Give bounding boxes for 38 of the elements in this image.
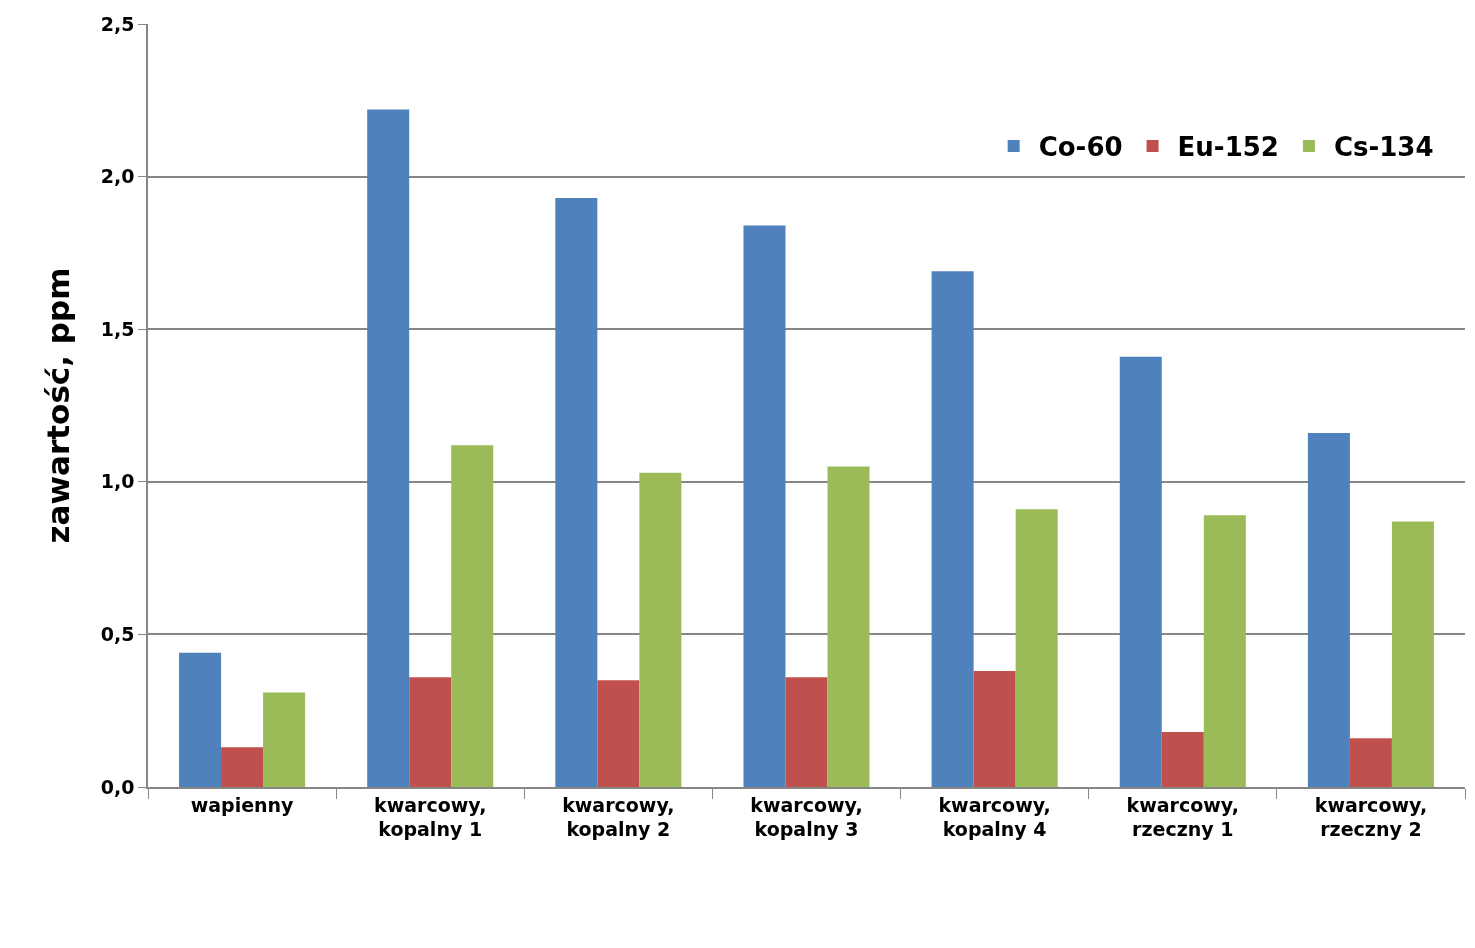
bar bbox=[827, 466, 870, 787]
x-tick-label: kwarcowy, rzeczny 2 bbox=[1314, 793, 1428, 841]
bar bbox=[451, 445, 494, 787]
x-tick-label: wapienny bbox=[190, 793, 295, 816]
bar bbox=[221, 747, 264, 787]
y-tick-label: 2,0 bbox=[100, 165, 135, 188]
bar bbox=[1391, 521, 1434, 787]
x-tick-label: kwarcowy, kopalny 2 bbox=[562, 793, 675, 841]
bar bbox=[1203, 515, 1246, 787]
bar bbox=[1161, 732, 1204, 787]
x-tick-label: kwarcowy, rzeczny 1 bbox=[1126, 793, 1239, 841]
bar bbox=[931, 271, 974, 787]
bar bbox=[743, 225, 786, 787]
x-tick-label: kwarcowy, kopalny 3 bbox=[750, 793, 863, 841]
bar bbox=[973, 671, 1016, 787]
x-tick-label: kwarcowy, kopalny 4 bbox=[938, 793, 1051, 841]
x-tick-label: kwarcowy, kopalny 1 bbox=[374, 793, 487, 841]
bar bbox=[367, 109, 410, 787]
legend-label: Eu-152 bbox=[1177, 132, 1279, 163]
bar bbox=[409, 677, 452, 787]
bar bbox=[179, 652, 222, 787]
bar bbox=[555, 197, 598, 787]
y-tick-label: 2,5 bbox=[100, 12, 135, 35]
bar bbox=[1307, 432, 1350, 787]
y-tick-label: 1,0 bbox=[100, 470, 135, 493]
bar bbox=[1015, 509, 1058, 787]
bar bbox=[263, 692, 306, 787]
bar bbox=[1349, 738, 1392, 787]
y-axis-title: zawartość, ppm bbox=[39, 267, 76, 544]
legend-label: Cs-134 bbox=[1333, 132, 1434, 163]
y-tick-label: 0,0 bbox=[100, 775, 135, 798]
bar bbox=[597, 680, 640, 787]
bar bbox=[785, 677, 828, 787]
y-tick-label: 0,5 bbox=[100, 623, 135, 646]
bar bbox=[639, 472, 682, 787]
legend-label: Co-60 bbox=[1038, 132, 1123, 163]
bar bbox=[1119, 356, 1162, 787]
y-tick-label: 1,5 bbox=[100, 317, 135, 340]
